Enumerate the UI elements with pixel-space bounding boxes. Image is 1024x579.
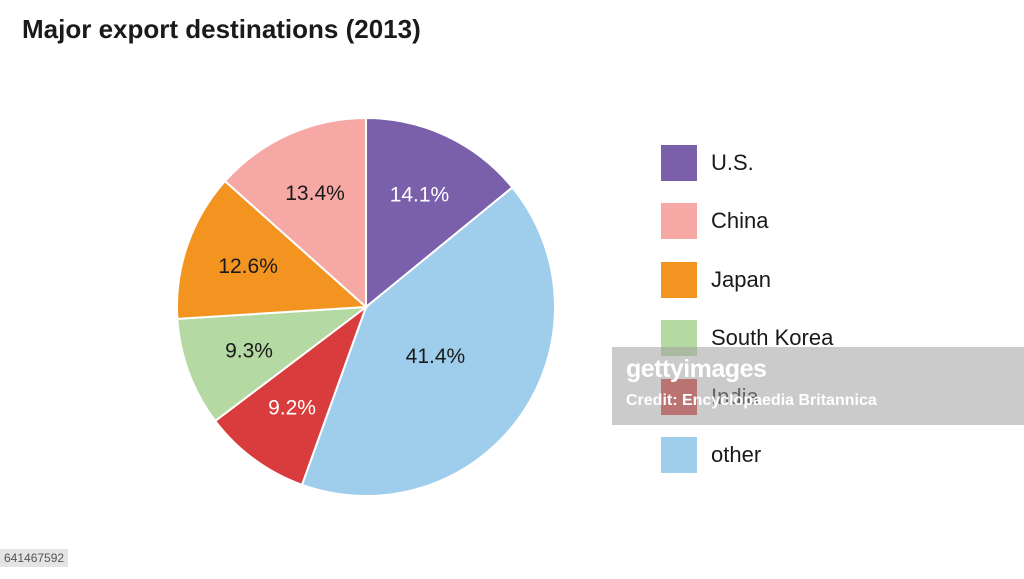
pie-slice-china [223, 116, 367, 310]
legend-label-south-korea: South Korea [711, 325, 834, 351]
pie-label-other: 41.4% [406, 345, 466, 368]
pie-slice-u-s- [365, 116, 514, 310]
pie-slice-other [300, 186, 556, 497]
chart-title: Major export destinations (2013) [22, 14, 421, 44]
pie-label-south-korea: 9.3% [225, 339, 273, 362]
pie-slice-japan [176, 179, 369, 320]
legend-item-u-s-: U.S. [661, 145, 961, 181]
legend-label-japan: Japan [711, 266, 771, 292]
pie-label-india: 9.2% [268, 396, 316, 419]
pie-label-u-s-: 14.1% [390, 183, 450, 206]
getty-watermark: gettyimages Credit: Encyclopaedia Britan… [612, 347, 1024, 425]
image-id: 641467592 [0, 549, 69, 567]
legend-item-other: other [661, 437, 961, 473]
credit-text: Credit: Encyclopaedia Britannica [626, 392, 877, 409]
pie-slice-south-korea [176, 305, 370, 423]
legend-label-china: China [711, 208, 769, 234]
legend-swatch-u-s- [661, 145, 697, 181]
legend-label-u-s-: U.S. [711, 150, 754, 175]
legend-label-other: other [711, 442, 762, 467]
pie-slice-india [213, 304, 369, 487]
legend-swatch-japan [661, 261, 697, 298]
getty-logo: gettyimages [626, 355, 767, 383]
legend-swatch-other [661, 437, 697, 473]
legend-item-japan: Japan [661, 261, 961, 298]
legend-swatch-china [661, 203, 697, 240]
legend-item-china: China [661, 203, 961, 240]
pie-label-china: 13.4% [285, 182, 345, 205]
pie-label-japan: 12.6% [218, 255, 278, 278]
